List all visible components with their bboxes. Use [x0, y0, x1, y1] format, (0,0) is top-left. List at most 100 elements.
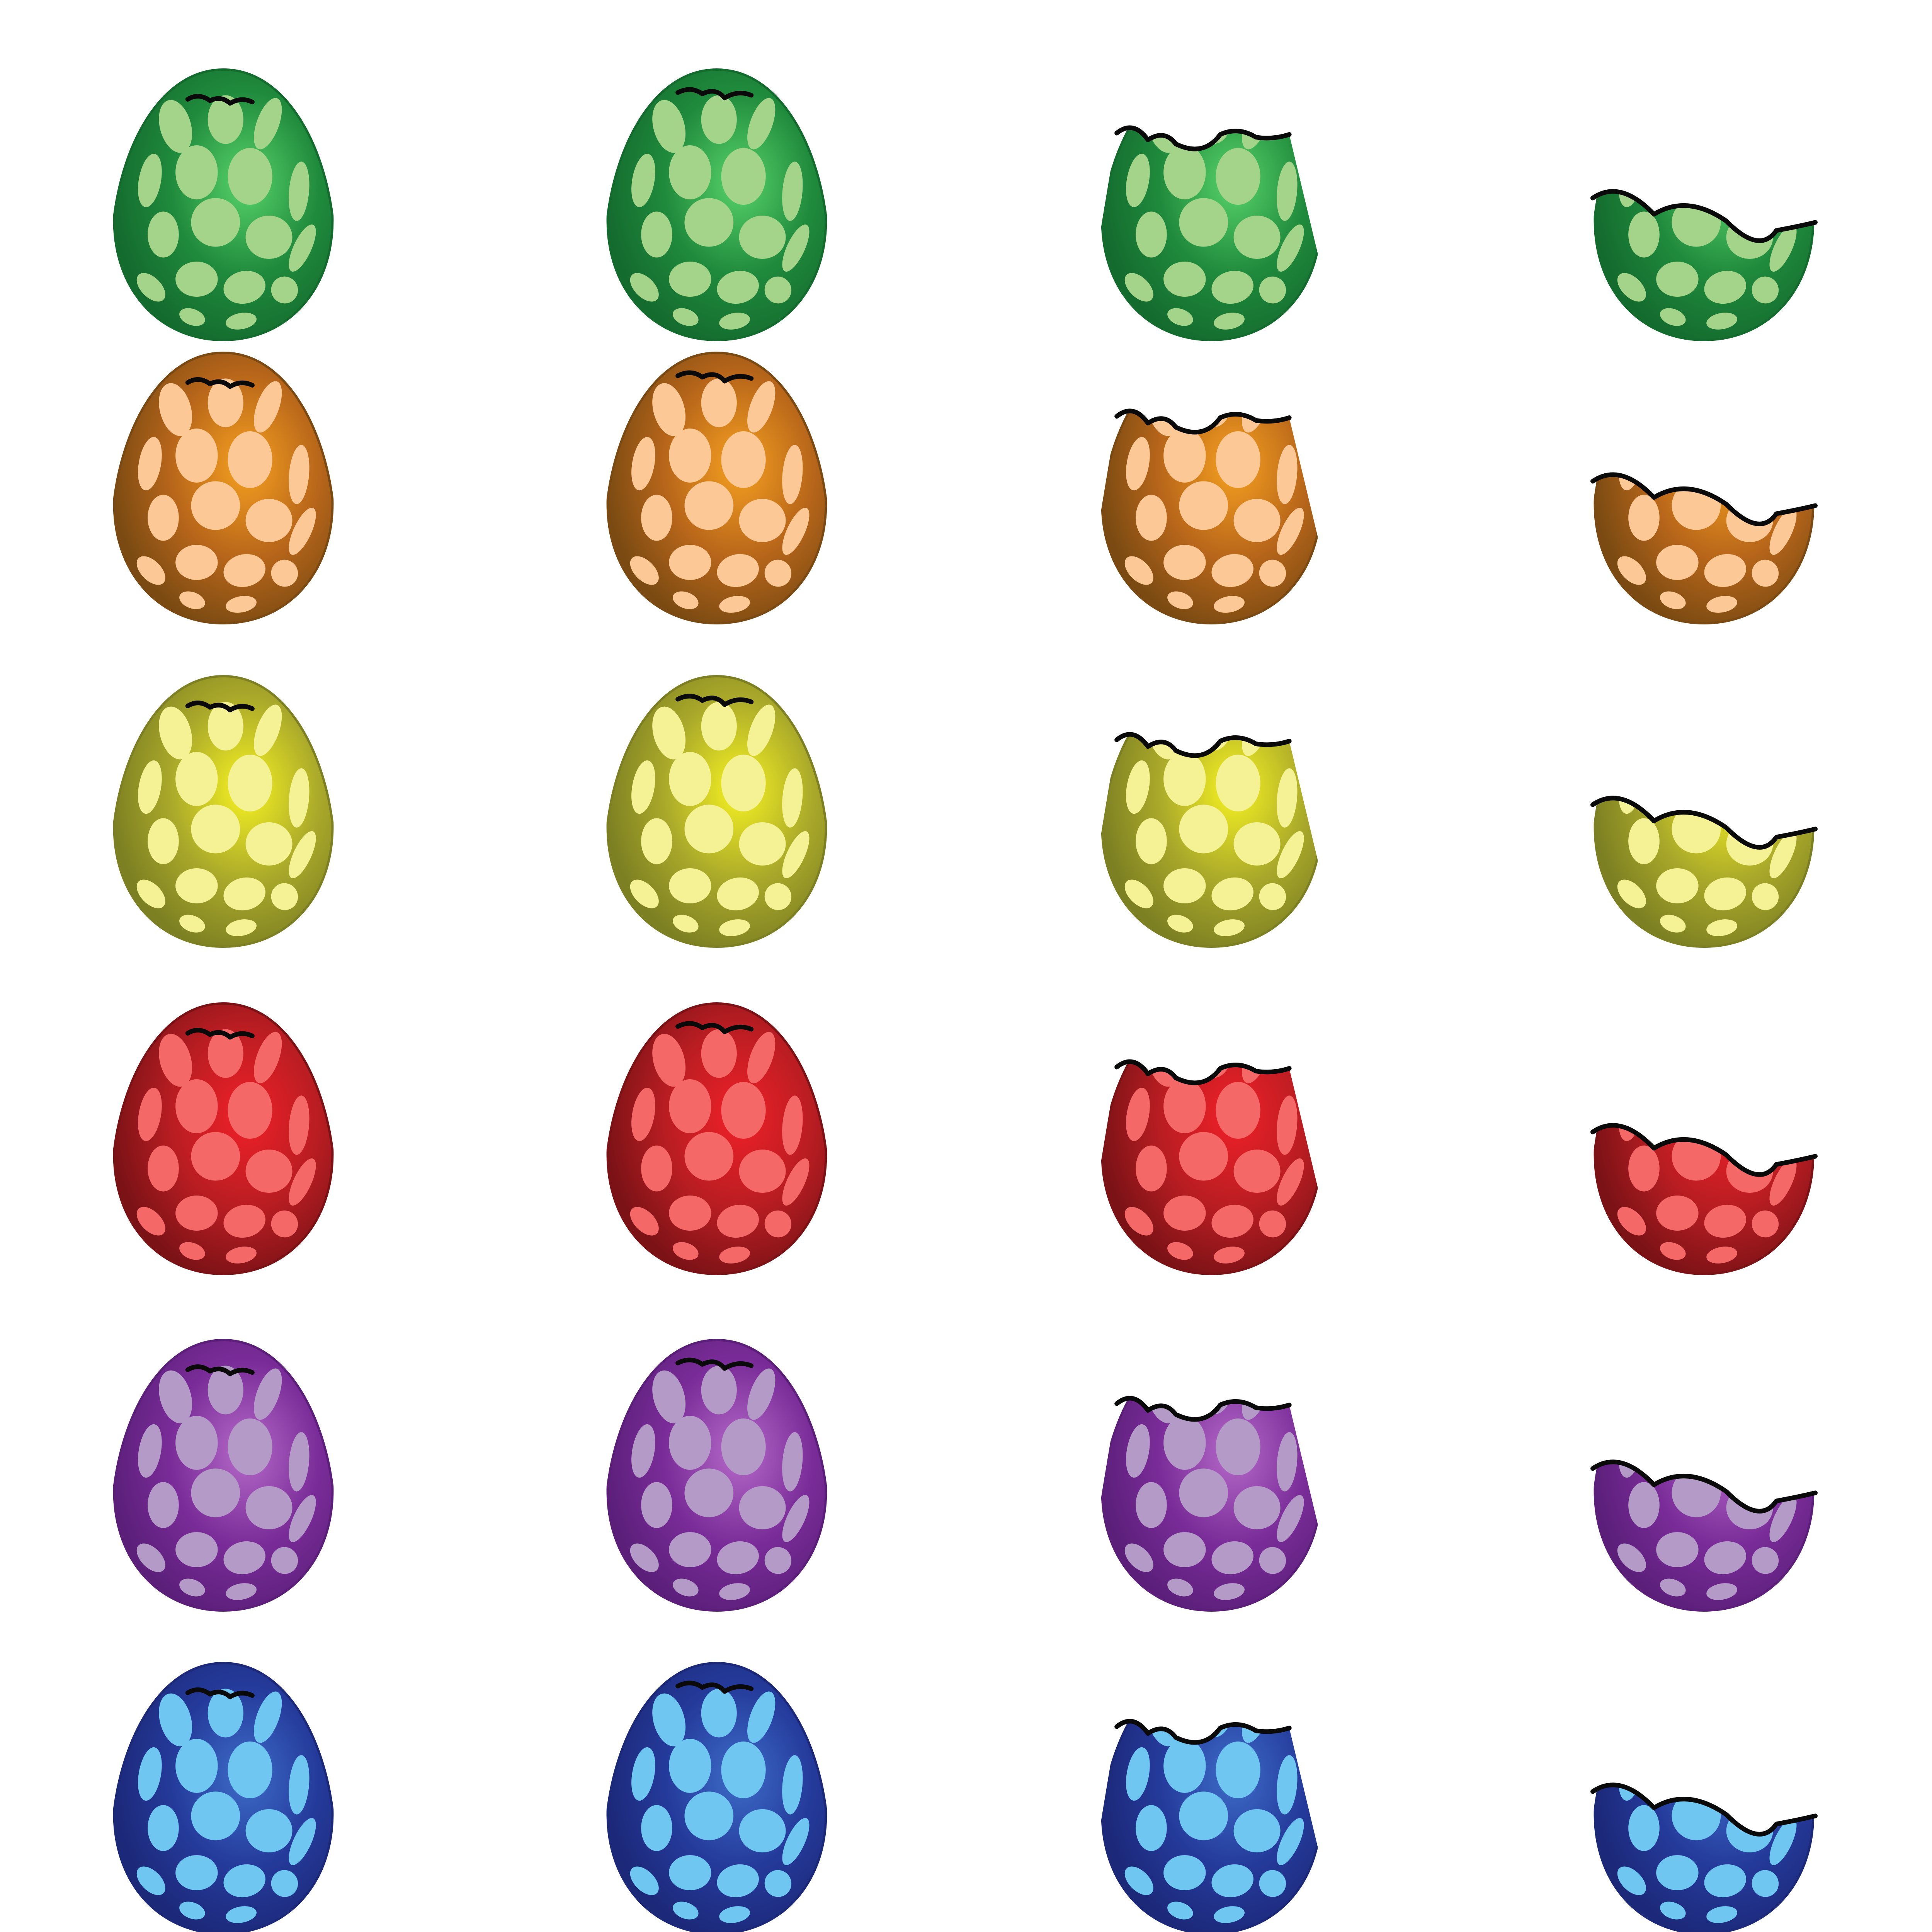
egg-spot	[717, 1864, 759, 1898]
egg-spot	[1708, 798, 1753, 811]
egg-spot	[1769, 798, 1790, 828]
egg-spot	[782, 1095, 803, 1155]
egg-orange-intact-cracked	[113, 351, 334, 625]
egg-spot	[1136, 495, 1167, 541]
egg-spot	[228, 431, 272, 488]
egg-spot	[1242, 1398, 1270, 1420]
egg-spot	[254, 98, 282, 150]
egg-spot	[254, 704, 282, 756]
egg-spot	[1704, 270, 1746, 304]
egg-spot	[1752, 1870, 1779, 1897]
egg-spot	[1214, 919, 1245, 936]
egg-spot	[1242, 128, 1270, 150]
egg-spot	[1752, 560, 1779, 587]
egg-spot	[641, 495, 672, 541]
egg-spot	[1233, 1486, 1281, 1529]
egg-spot	[747, 1691, 776, 1743]
egg-spot	[1769, 831, 1797, 879]
egg-spot	[1704, 877, 1746, 911]
egg-spot	[1242, 1061, 1270, 1083]
egg-spot	[175, 1079, 218, 1133]
egg-spot	[701, 95, 737, 144]
crack-line	[675, 370, 754, 384]
egg-spot	[1660, 591, 1686, 609]
egg-spot	[782, 1158, 810, 1206]
egg-spot	[631, 1087, 655, 1141]
egg-spot	[1124, 1543, 1153, 1572]
egg-spot	[159, 1034, 192, 1087]
egg-spot	[1277, 1432, 1298, 1492]
egg-spot	[207, 1366, 243, 1415]
egg-spot	[673, 308, 699, 326]
egg-spot	[652, 1034, 686, 1087]
egg-spot	[641, 1482, 672, 1528]
egg-spot	[1769, 474, 1790, 504]
egg-spot	[684, 198, 734, 247]
crack-line	[1590, 1459, 1818, 1514]
egg-spot	[1769, 1125, 1790, 1155]
egg-spot	[271, 883, 298, 910]
egg-spot	[782, 831, 810, 879]
egg-spot	[684, 804, 734, 854]
egg-spot	[1163, 545, 1206, 580]
egg-spot	[1277, 1158, 1304, 1206]
egg-spot	[1259, 1547, 1286, 1574]
crack-line	[1114, 1059, 1292, 1085]
egg-spot	[1277, 162, 1298, 221]
crack-line	[1114, 125, 1292, 151]
egg-spot	[701, 702, 737, 751]
egg-spot	[669, 1196, 711, 1231]
egg-spot	[1216, 431, 1260, 488]
egg-spot	[721, 148, 766, 205]
egg-spot	[652, 1693, 686, 1747]
eggs-layer	[113, 68, 1818, 1932]
egg-spot	[207, 1029, 243, 1078]
egg-spot	[1660, 915, 1686, 933]
egg-spot	[1656, 1125, 1699, 1133]
egg-spot	[1769, 507, 1797, 555]
egg-spot	[747, 1368, 776, 1420]
egg-spot	[1242, 734, 1270, 756]
egg-spot	[1163, 1739, 1206, 1793]
egg-spot	[1259, 560, 1286, 587]
egg-spot	[148, 818, 179, 864]
egg-spot	[717, 554, 759, 587]
egg-spot	[1704, 1204, 1746, 1238]
egg-spot	[223, 554, 265, 587]
egg-spot	[289, 1818, 316, 1866]
egg-spot	[1259, 1870, 1286, 1897]
egg-spot	[782, 1818, 810, 1866]
egg-spot	[228, 1418, 272, 1475]
egg-spot	[1752, 1210, 1779, 1238]
egg-spot	[1708, 1125, 1753, 1139]
egg-spot	[1136, 1482, 1167, 1528]
egg-spot	[669, 1532, 711, 1567]
egg-spot	[136, 879, 165, 908]
egg-spot	[739, 1809, 786, 1852]
egg-spot	[1216, 1082, 1260, 1139]
egg-spot	[1196, 1398, 1231, 1415]
egg-spot	[782, 162, 803, 221]
egg-spot	[175, 1416, 218, 1470]
egg-red-top-chipped	[606, 1002, 827, 1276]
egg-spot	[1196, 411, 1231, 427]
egg-spot	[782, 1432, 803, 1492]
egg-spot	[764, 883, 792, 910]
egg-spot	[1706, 596, 1737, 613]
egg-spot	[1656, 1785, 1699, 1793]
egg-spot	[1167, 1901, 1193, 1920]
egg-red-bottom-shell	[1590, 1123, 1818, 1276]
egg-spot	[669, 429, 711, 483]
egg-spot	[1704, 1541, 1746, 1575]
egg-spot	[721, 1082, 766, 1139]
egg-spot	[1277, 1495, 1304, 1543]
egg-spot	[138, 153, 162, 207]
egg-spot	[1752, 1547, 1779, 1574]
egg-spot	[701, 1029, 737, 1078]
egg-spot	[1179, 1132, 1228, 1181]
egg-spot	[1179, 1791, 1228, 1840]
egg-spot	[739, 1150, 786, 1193]
egg-green-intact-cracked	[113, 68, 334, 342]
egg-red-intact-cracked	[113, 1002, 334, 1276]
egg-spot	[148, 495, 179, 541]
